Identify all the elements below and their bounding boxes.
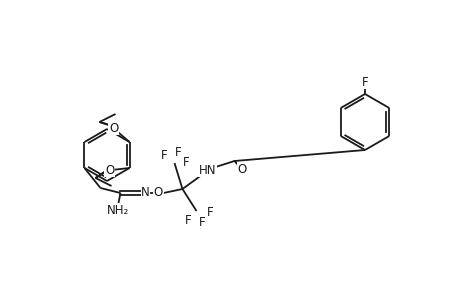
Text: O: O (153, 187, 163, 200)
Text: NH₂: NH₂ (107, 205, 129, 218)
Text: HN: HN (198, 164, 216, 176)
Text: F: F (175, 146, 181, 158)
Text: N: N (141, 187, 150, 200)
Text: F: F (183, 155, 190, 169)
Text: O: O (109, 122, 118, 134)
Text: F: F (185, 214, 191, 227)
Text: O: O (237, 163, 246, 176)
Text: F: F (207, 206, 213, 220)
Text: F: F (199, 217, 205, 230)
Text: F: F (361, 76, 368, 88)
Text: O: O (105, 164, 114, 176)
Text: F: F (161, 148, 168, 161)
